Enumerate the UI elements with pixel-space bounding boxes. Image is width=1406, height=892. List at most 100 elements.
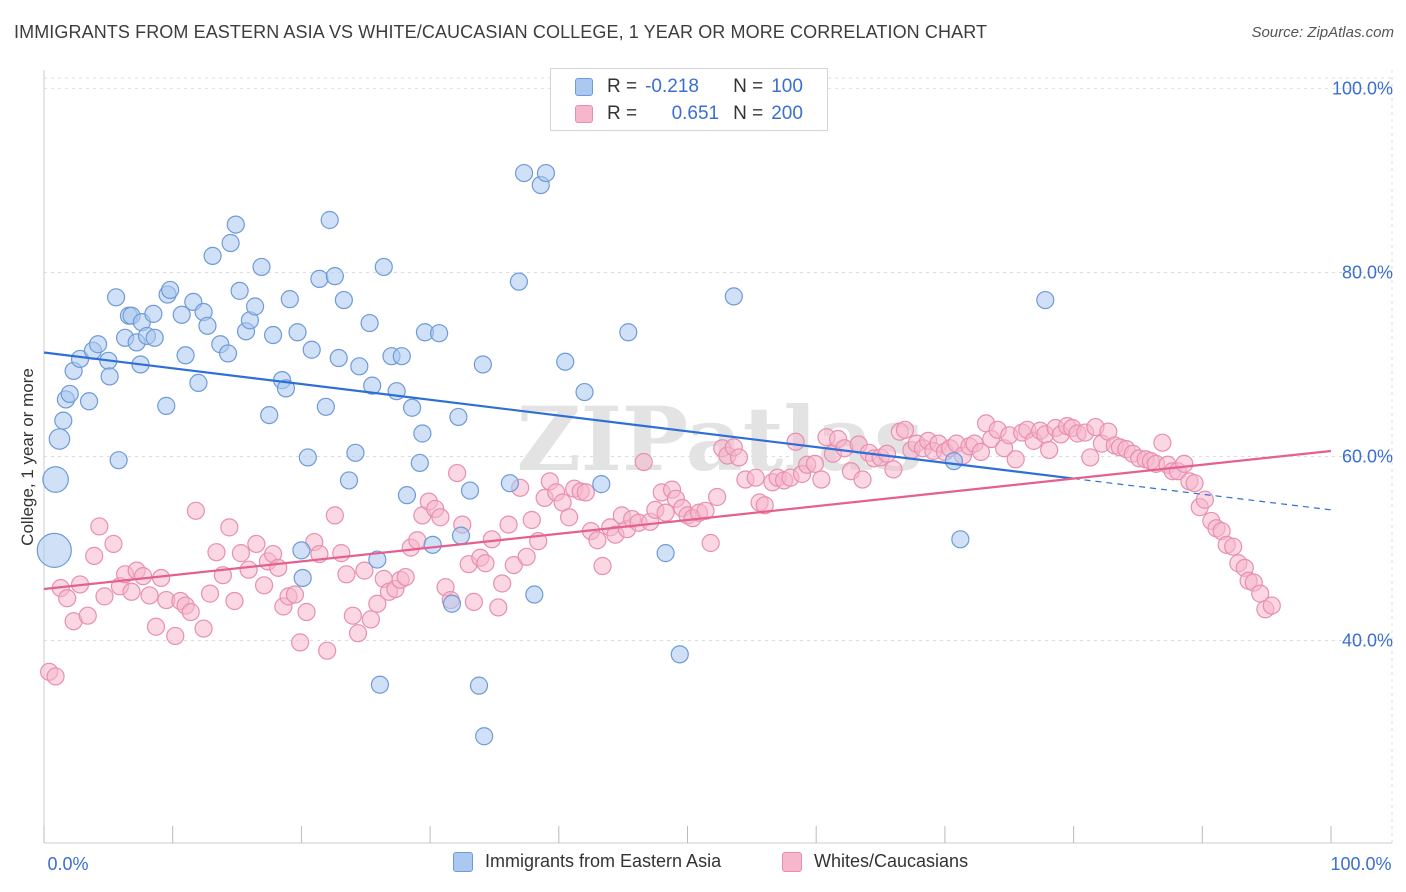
y-tick-label: 100.0%	[1332, 78, 1393, 98]
point-immigrants-eastern-asia	[100, 367, 119, 386]
point-whites-caucasians	[396, 567, 415, 587]
point-whites-caucasians	[476, 554, 495, 573]
point-immigrants-eastern-asia	[161, 280, 180, 300]
point-whites-caucasians	[348, 624, 368, 643]
point-whites-caucasians	[708, 487, 727, 507]
y-tick-label: 60.0%	[1342, 447, 1393, 467]
point-whites-caucasians	[291, 633, 310, 652]
point-whites-caucasians	[104, 534, 123, 554]
point-whites-caucasians	[805, 454, 825, 473]
y-tick-label: 40.0%	[1342, 631, 1393, 651]
point-whites-caucasians	[325, 506, 344, 525]
point-whites-caucasians	[85, 546, 104, 565]
point-whites-caucasians	[133, 567, 153, 586]
point-whites-caucasians	[166, 626, 185, 646]
point-whites-caucasians	[247, 534, 266, 554]
legend-swatch-blue	[453, 851, 473, 872]
legend-n-value: 200	[771, 103, 803, 124]
point-immigrants-eastern-asia	[402, 398, 422, 417]
legend-r-label: R =	[607, 103, 638, 124]
point-immigrants-eastern-asia	[157, 396, 176, 415]
point-whites-caucasians	[877, 444, 897, 463]
point-immigrants-eastern-asia	[509, 272, 529, 291]
point-whites-caucasians	[207, 543, 226, 562]
series-legend: Immigrants from Eastern Asia Whites/Cauc…	[0, 851, 1406, 879]
point-whites-caucasians	[231, 544, 251, 563]
point-immigrants-eastern-asia	[592, 475, 611, 494]
point-whites-caucasians	[361, 610, 380, 629]
point-immigrants-eastern-asia	[619, 323, 638, 342]
point-whites-caucasians	[337, 565, 356, 584]
point-whites-caucasians	[200, 584, 220, 603]
point-immigrants-eastern-asia	[670, 645, 689, 664]
point-immigrants-eastern-asia	[392, 347, 411, 366]
point-immigrants-eastern-asia	[144, 304, 163, 323]
legend-n-label: N =	[733, 103, 764, 124]
point-whites-caucasians	[493, 574, 512, 593]
point-immigrants-eastern-asia	[370, 675, 390, 694]
legend-n-value: 100	[771, 76, 803, 97]
point-whites-caucasians	[489, 598, 508, 617]
point-whites-caucasians	[1040, 440, 1059, 460]
point-immigrants-eastern-asia	[226, 215, 245, 234]
legend-swatch-blue	[575, 78, 593, 96]
point-whites-caucasians	[884, 460, 903, 479]
point-immigrants-eastern-asia	[280, 290, 299, 309]
point-whites-caucasians	[729, 448, 749, 467]
point-immigrants-eastern-asia	[288, 323, 307, 342]
tick-labels: 40.0% 60.0% 80.0% 100.0% 0.0% 100.0%	[47, 78, 1393, 874]
point-whites-caucasians	[46, 667, 65, 686]
point-immigrants-eastern-asia	[198, 316, 217, 335]
point-whites-caucasians	[431, 508, 450, 527]
point-immigrants-eastern-asia	[334, 290, 353, 310]
point-immigrants-eastern-asia	[363, 376, 382, 395]
point-immigrants-eastern-asia	[460, 481, 480, 500]
point-whites-caucasians	[368, 594, 387, 613]
point-whites-caucasians	[297, 602, 316, 622]
point-immigrants-eastern-asia	[374, 257, 393, 277]
point-immigrants-eastern-asia	[556, 352, 575, 371]
point-whites-caucasians	[746, 468, 765, 487]
point-whites-caucasians	[1175, 454, 1194, 473]
point-immigrants-eastern-asia	[397, 486, 417, 505]
point-immigrants-eastern-asia	[368, 550, 387, 569]
point-whites-caucasians	[181, 602, 200, 622]
point-immigrants-eastern-asia	[473, 355, 492, 374]
point-whites-caucasians	[58, 589, 77, 608]
point-whites-caucasians	[634, 452, 653, 472]
point-immigrants-eastern-asia	[575, 382, 594, 402]
point-whites-caucasians	[464, 592, 483, 611]
point-whites-caucasians	[285, 585, 305, 604]
point-immigrants-eastern-asia	[423, 535, 442, 554]
point-whites-caucasians	[588, 531, 607, 550]
point-immigrants-eastern-asia	[109, 451, 128, 470]
point-whites-caucasians	[220, 518, 239, 537]
point-immigrants-eastern-asia	[316, 397, 335, 416]
legend-label-immigrants: Immigrants from Eastern Asia	[485, 851, 722, 871]
legend-label-whites: Whites/Caucasians	[814, 851, 969, 871]
point-whites-caucasians	[332, 544, 351, 563]
point-whites-caucasians	[408, 531, 427, 550]
legend-item-whites[interactable]: Whites/Caucasians	[782, 851, 968, 872]
point-whites-caucasians	[239, 560, 258, 579]
point-immigrants-eastern-asia	[310, 269, 329, 288]
point-immigrants-eastern-asia	[302, 340, 321, 359]
point-whites-caucasians	[853, 470, 872, 489]
point-immigrants-eastern-asia	[500, 474, 519, 493]
point-immigrants-eastern-asia	[360, 313, 379, 333]
point-whites-caucasians	[90, 517, 109, 536]
point-immigrants-eastern-asia	[442, 594, 462, 613]
point-immigrants-eastern-asia	[172, 305, 191, 324]
point-whites-caucasians	[504, 555, 523, 575]
point-immigrants-eastern-asia	[260, 405, 279, 425]
point-immigrants-eastern-asia	[176, 346, 195, 365]
trendline-whites	[43, 449, 1332, 591]
point-whites-caucasians	[499, 515, 518, 534]
point-whites-caucasians	[971, 442, 991, 461]
point-immigrants-eastern-asia	[221, 233, 240, 253]
point-immigrants-eastern-asia	[276, 379, 296, 398]
legend-item-immigrants[interactable]: Immigrants from Eastern Asia	[453, 851, 721, 872]
point-whites-caucasians	[1081, 448, 1100, 467]
point-whites-caucasians	[559, 508, 579, 527]
point-immigrants-eastern-asia	[329, 348, 348, 368]
